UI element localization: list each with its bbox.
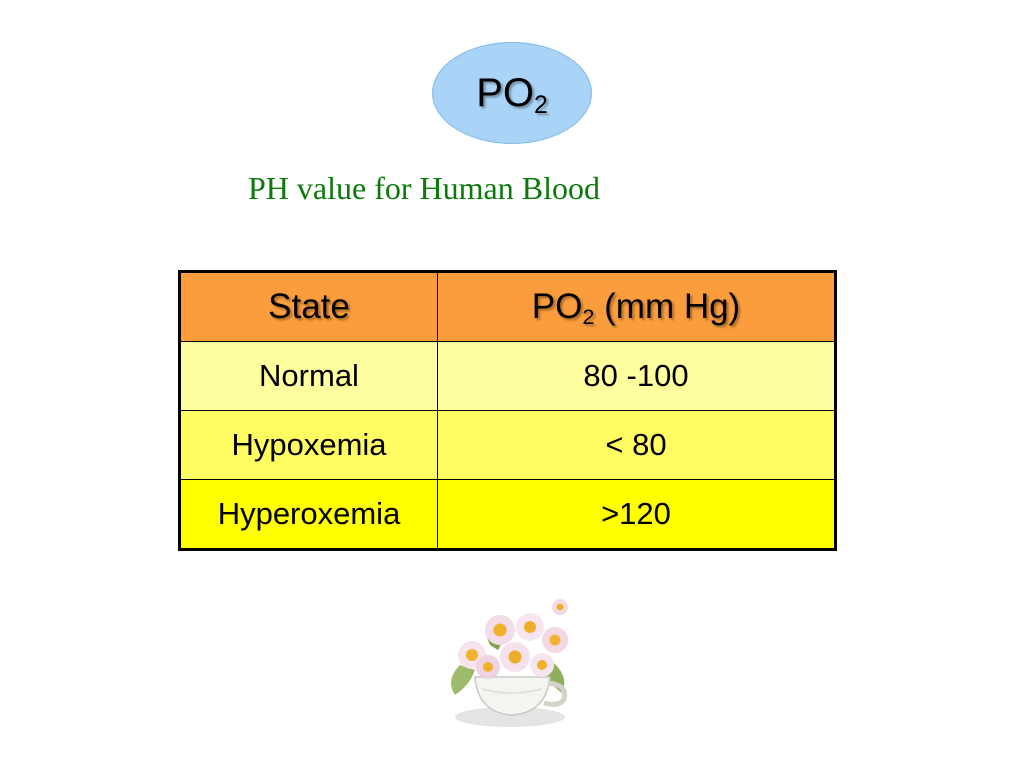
table-row: Hyperoxemia >120 xyxy=(179,479,836,550)
cell-state: Hyperoxemia xyxy=(179,479,438,550)
header-po2-unit: (mm Hg) xyxy=(594,287,741,326)
slide-subtitle: PH value for Human Blood xyxy=(248,170,600,206)
title-oval: PO2 xyxy=(432,42,592,144)
po2-table: State PO2 (mm Hg) Normal 80 -100 Hypoxem… xyxy=(178,270,837,551)
title-base: PO xyxy=(476,71,534,115)
cell-state: Normal xyxy=(179,341,438,411)
table-row: Normal 80 -100 xyxy=(179,341,836,411)
title-subscript: 2 xyxy=(534,91,548,119)
table-header-row: State PO2 (mm Hg) xyxy=(179,271,836,342)
header-po2-base: PO xyxy=(531,287,583,326)
header-state: State xyxy=(179,271,438,342)
header-po2: PO2 (mm Hg) xyxy=(437,271,836,342)
slide-title: PO2 xyxy=(476,71,548,118)
cell-po2-value: >120 xyxy=(437,479,836,550)
cell-po2-value: < 80 xyxy=(437,410,836,480)
flower-bouquet-image xyxy=(451,599,568,727)
cell-po2-value: 80 -100 xyxy=(437,341,836,411)
header-po2-subscript: 2 xyxy=(582,304,595,330)
table-row: Hypoxemia < 80 xyxy=(179,410,836,480)
cell-state: Hypoxemia xyxy=(179,410,438,480)
